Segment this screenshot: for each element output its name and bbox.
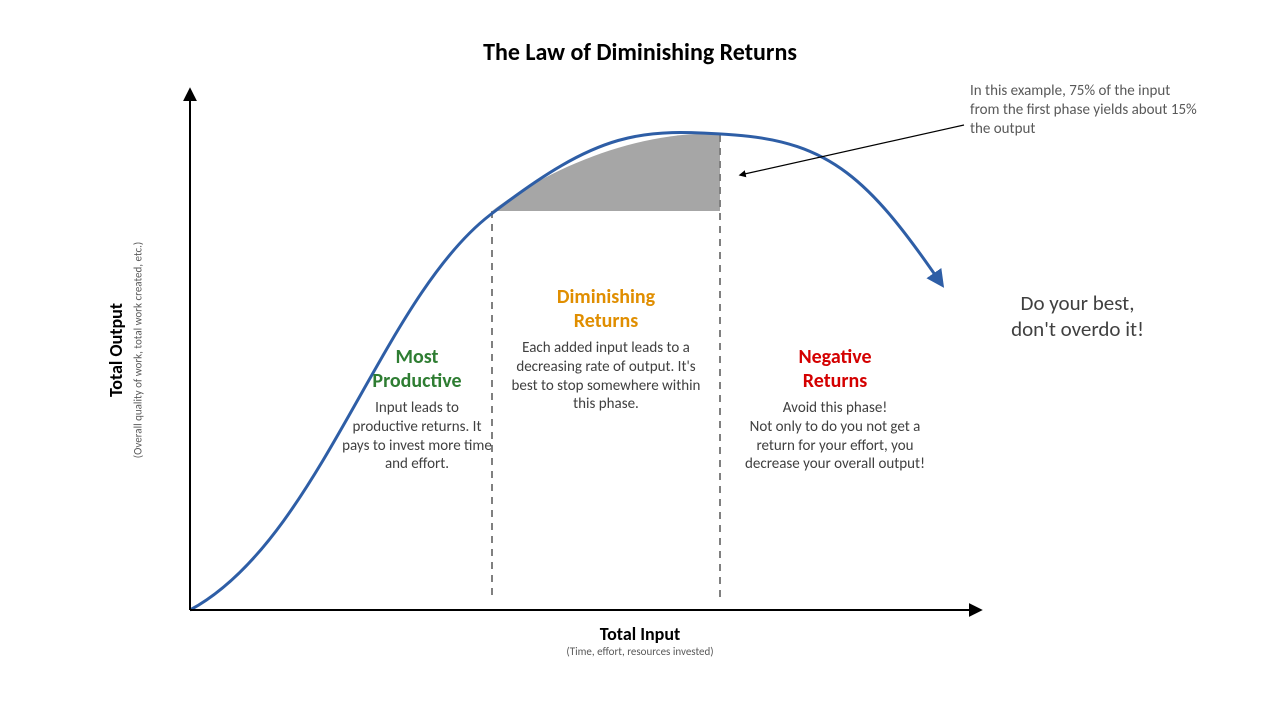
phase-body-most-productive: Input leads to productive returns. It pa…: [342, 399, 492, 474]
phase-heading-most-productive: MostProductive: [342, 345, 492, 393]
phase-heading-negative-returns: NegativeReturns: [740, 345, 930, 393]
phase-body-negative-returns: Avoid this phase!Not only to do you not …: [740, 399, 930, 474]
y-axis-label: Total Output: [105, 303, 127, 397]
phase-body-diminishing-returns: Each added input leads to a decreasing r…: [505, 339, 707, 414]
phase-diminishing-returns: DiminishingReturns Each added input lead…: [505, 285, 707, 414]
annotation-text: In this example, 75% of the input from t…: [970, 82, 1200, 138]
phase-negative-returns: NegativeReturns Avoid this phase!Not onl…: [740, 345, 930, 474]
y-axis-sublabel: (Overall quality of work, total work cre…: [132, 242, 145, 459]
x-axis-label: Total Input: [0, 623, 1280, 645]
x-axis-sublabel: (Time, effort, resources invested): [0, 645, 1280, 658]
annotation-arrow: [740, 125, 964, 175]
callout-text: Do your best,don't overdo it!: [970, 290, 1185, 343]
phase-most-productive: MostProductive Input leads to productive…: [342, 345, 492, 474]
phase-heading-diminishing-returns: DiminishingReturns: [505, 285, 707, 333]
